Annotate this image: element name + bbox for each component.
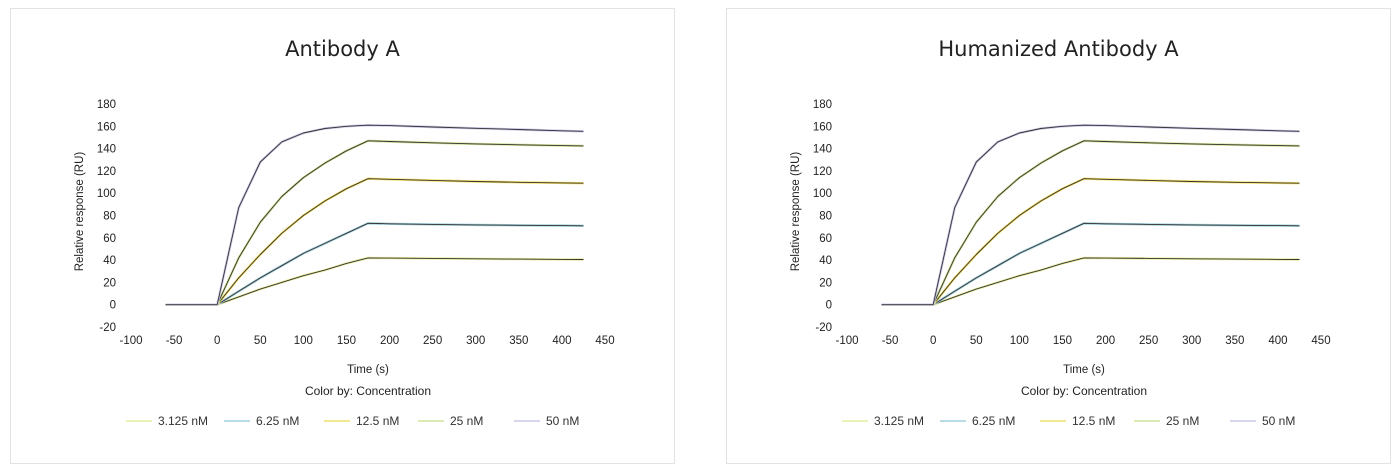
y-tick-label: 0 xyxy=(826,300,832,312)
y-axis-label: Relative response (RU) xyxy=(74,152,86,272)
y-tick-label: 0 xyxy=(110,300,116,312)
y-tick-label: 100 xyxy=(97,188,116,200)
fit-line xyxy=(881,178,1300,306)
fit-line xyxy=(165,257,584,306)
y-tick-label: -20 xyxy=(99,322,116,334)
y-tick-label: -20 xyxy=(815,322,832,334)
x-tick-label: -50 xyxy=(882,335,899,347)
y-tick-label: 40 xyxy=(819,255,832,267)
y-tick-label: 80 xyxy=(819,211,832,223)
x-tick-label: 350 xyxy=(509,335,528,347)
fit-line xyxy=(881,257,1300,306)
chart-panel-humanized-antibody-a: Humanized Antibody A 180 160 140 120 100 80 60… xyxy=(726,8,1391,464)
series-line xyxy=(165,123,584,306)
x-axis-label: Time (s) xyxy=(347,364,389,376)
y-tick-label: 60 xyxy=(819,233,832,245)
fit-line xyxy=(165,222,584,306)
y-tick-label: 180 xyxy=(813,99,832,111)
legend-label: 6.25 nM xyxy=(256,414,299,428)
fit-line xyxy=(165,124,584,306)
fit-line xyxy=(165,178,584,306)
x-tick-label: 100 xyxy=(294,335,313,347)
x-tick-label: 350 xyxy=(1225,335,1244,347)
x-tick-label: 250 xyxy=(1139,335,1158,347)
y-tick-label: 20 xyxy=(819,277,832,289)
series-line xyxy=(165,177,584,306)
x-axis-label: Time (s) xyxy=(1063,364,1105,376)
legend-label: 50 nM xyxy=(1262,414,1295,428)
x-tick-label: 200 xyxy=(1096,335,1115,347)
y-tick-label: 80 xyxy=(103,211,116,223)
fit-line xyxy=(881,222,1300,306)
chart-title: Humanized Antibody A xyxy=(938,37,1179,61)
legend-label: 50 nM xyxy=(546,414,579,428)
fit-line xyxy=(881,124,1300,306)
x-tick-label: -50 xyxy=(166,335,183,347)
x-tick-label: 0 xyxy=(214,335,220,347)
x-tick-label: 300 xyxy=(1182,335,1201,347)
legend-title: Color by: Concentration xyxy=(1021,384,1147,398)
x-tick-label: -100 xyxy=(119,335,142,347)
y-tick-label: 120 xyxy=(97,166,116,178)
x-tick-label: 50 xyxy=(970,335,983,347)
y-tick-label: 160 xyxy=(813,121,832,133)
y-tick-label: 180 xyxy=(97,99,116,111)
x-tick-label: 400 xyxy=(1268,335,1287,347)
fit-line xyxy=(881,140,1300,306)
legend-label: 3.125 nM xyxy=(874,414,924,428)
x-tick-label: 150 xyxy=(337,335,356,347)
legend-label: 12.5 nM xyxy=(1072,414,1115,428)
y-tick-label: 120 xyxy=(813,166,832,178)
y-tick-label: 40 xyxy=(103,255,116,267)
y-tick-label: 140 xyxy=(97,144,116,156)
x-tick-label: 50 xyxy=(254,335,267,347)
x-tick-label: 0 xyxy=(930,335,936,347)
x-tick-label: 450 xyxy=(1311,335,1330,347)
chart-panel-antibody-a: Antibody A 180 160 140 120 100 80 60 40 20 0 -20 -1… xyxy=(10,8,675,464)
y-tick-label: 20 xyxy=(103,277,116,289)
series-line xyxy=(881,123,1300,306)
y-axis-label: Relative response (RU) xyxy=(790,152,802,272)
x-tick-label: 300 xyxy=(466,335,485,347)
y-tick-label: 60 xyxy=(103,233,116,245)
series-line xyxy=(881,177,1300,306)
legend-label: 25 nM xyxy=(450,414,483,428)
legend-title: Color by: Concentration xyxy=(305,384,431,398)
x-tick-label: 250 xyxy=(423,335,442,347)
legend-label: 6.25 nM xyxy=(972,414,1015,428)
x-tick-label: 150 xyxy=(1053,335,1072,347)
y-tick-label: 160 xyxy=(97,121,116,133)
chart-title: Antibody A xyxy=(285,37,400,61)
y-tick-label: 100 xyxy=(813,188,832,200)
fit-line xyxy=(165,140,584,306)
x-tick-label: 200 xyxy=(380,335,399,347)
y-tick-label: 140 xyxy=(813,144,832,156)
x-tick-label: -100 xyxy=(835,335,858,347)
x-tick-label: 100 xyxy=(1010,335,1029,347)
legend-label: 3.125 nM xyxy=(158,414,208,428)
legend-label: 12.5 nM xyxy=(356,414,399,428)
x-tick-label: 450 xyxy=(595,335,614,347)
legend-label: 25 nM xyxy=(1166,414,1199,428)
x-tick-label: 400 xyxy=(552,335,571,347)
